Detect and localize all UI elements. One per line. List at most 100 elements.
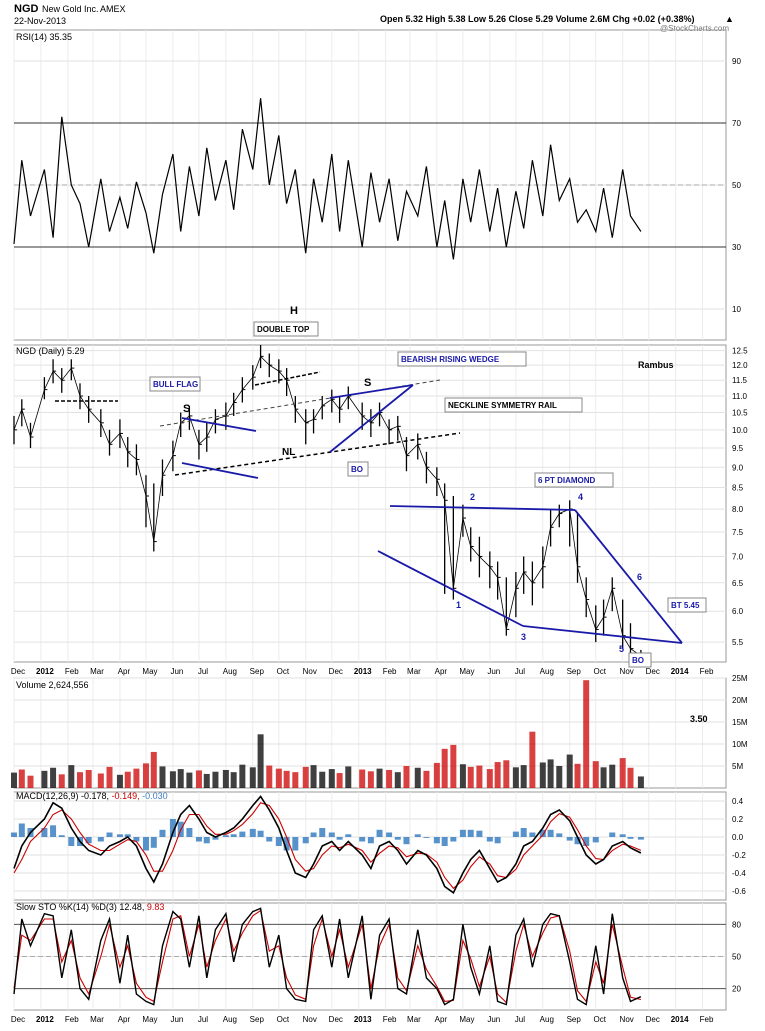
diamond-right	[574, 509, 683, 644]
macd-histogram-bar	[556, 833, 563, 837]
volume-bar	[609, 764, 616, 788]
y-tick-label: 10	[732, 305, 741, 314]
macd-histogram-bar	[547, 829, 554, 837]
double-top-line	[254, 371, 321, 386]
volume-bar	[159, 766, 166, 788]
volume-bar	[76, 772, 83, 788]
macd-histogram-bar	[441, 837, 448, 846]
right-shoulder-label: S	[364, 377, 371, 389]
volume-bar	[266, 765, 273, 788]
slow-sto-panel: 20 50 80	[13, 907, 741, 1006]
macd-histogram-bar	[494, 837, 501, 844]
volume-bar	[124, 771, 131, 788]
y-tick-label: 5.5	[732, 638, 744, 647]
x-tick-label: Sep	[567, 667, 582, 676]
y-tick-label: -0.2	[732, 851, 746, 860]
y-tick-label: 7.5	[732, 528, 744, 537]
y-tick-label: 0.4	[732, 797, 744, 806]
volume-bar	[27, 775, 34, 788]
y-tick-label: 0.0	[732, 833, 744, 842]
bo-label-2-box	[628, 652, 652, 668]
quote-up-arrow-icon: ▲	[725, 14, 734, 24]
volume-bar	[359, 769, 366, 788]
macd-title: MACD(12,26,9) -0.178, -0.149, -0.030	[16, 791, 168, 801]
y-tick-label: 10.0	[732, 426, 748, 435]
diamond-point-2: 2	[470, 492, 475, 502]
macd-histogram-bar	[414, 834, 421, 837]
y-tick-label: 12.0	[732, 361, 748, 370]
x-tick-label: Sep	[250, 1015, 265, 1024]
macd-histogram-bar	[195, 837, 202, 842]
x-axis-price: Dec 2012 Feb Mar Apr May Jun Jul Aug Sep Oct Nov Dec…	[11, 667, 714, 676]
bo-label-2: BO	[632, 656, 644, 665]
macd-histogram-bar	[574, 837, 581, 845]
x-tick-label: Jun	[170, 1015, 183, 1024]
volume-bar	[423, 770, 430, 788]
y-tick-label: 50	[732, 181, 741, 190]
volume-bar	[574, 763, 581, 788]
x-tick-label: Mar	[90, 667, 104, 676]
macd-histogram-bar	[539, 829, 546, 837]
macd-histogram-bar	[292, 837, 299, 851]
x-tick-label: Apr	[118, 1015, 131, 1024]
x-tick-label: Aug	[223, 667, 237, 676]
y-tick-label: 9.5	[732, 444, 744, 453]
volume-bar	[195, 770, 202, 788]
volume-bar	[97, 773, 104, 788]
macd-histogram-bar	[249, 828, 256, 837]
volume-bar	[133, 768, 140, 788]
x-tick-label: Mar	[407, 667, 421, 676]
diamond-point-1: 1	[456, 600, 461, 610]
volume-bar	[583, 680, 590, 788]
macd-title-main: MACD(12,26,9) -0.178,	[16, 791, 109, 801]
x-tick-label: Sep	[567, 1015, 582, 1024]
x-tick-label: 2012	[36, 1015, 54, 1024]
y-tick-label: 20M	[732, 696, 748, 705]
x-tick-label: Dec	[11, 667, 25, 676]
sto-title-main: Slow STO %K(14) %D(3) 12.48,	[16, 902, 144, 912]
macd-histogram-bar	[359, 837, 366, 842]
volume-bar	[556, 766, 563, 788]
macd-histogram-bar	[459, 829, 466, 837]
volume-bar	[386, 769, 393, 788]
macd-histogram-bar	[257, 830, 264, 837]
volume-bar	[142, 763, 149, 788]
volume-bar	[11, 772, 17, 788]
pattern-annotations: H DOUBLE TOP BULL FLAG S S NL BEARISH RISING W…	[55, 305, 707, 668]
x-tick-label: Mar	[90, 1015, 104, 1024]
x-tick-label: 2012	[36, 667, 54, 676]
watermark: @StockCharts.com	[660, 24, 729, 33]
volume-bar	[275, 768, 282, 788]
volume-bar	[257, 734, 264, 788]
macd-histogram-bar	[328, 832, 335, 837]
macd-histogram-bar	[566, 837, 573, 841]
diamond-point-6: 6	[637, 572, 642, 582]
bo-label-1-box	[347, 461, 369, 477]
neckline-symmetry-rail-label: NECKLINE SYMMETRY RAIL	[448, 401, 557, 410]
macd-histogram-bar	[345, 834, 352, 837]
volume-bar	[50, 767, 57, 788]
x-tick-label: Apr	[118, 667, 131, 676]
volume-bar	[18, 769, 25, 788]
macd-histogram-bar	[50, 825, 57, 837]
x-tick-label: Jul	[515, 667, 525, 676]
macd-histogram-bar	[212, 837, 219, 840]
macd-histogram-bar	[97, 837, 104, 842]
volume-bar	[310, 765, 317, 788]
head-label: H	[290, 305, 298, 317]
macd-histogram-bar	[637, 837, 644, 840]
macd-title-signal: -0.149,	[112, 791, 140, 801]
x-tick-label: May	[459, 667, 474, 676]
volume-bar	[520, 765, 527, 788]
volume-bar	[328, 769, 335, 788]
volume-bar	[433, 762, 440, 788]
volume-bar	[476, 765, 483, 788]
y-tick-label: 30	[732, 243, 741, 252]
volume-bar	[467, 766, 474, 788]
y-tick-label: 9.0	[732, 463, 744, 472]
macd-histogram-bar	[133, 837, 140, 842]
volume-bar	[592, 761, 599, 788]
y-tick-label: 50	[732, 953, 741, 962]
volume-side-label: 3.50	[690, 714, 708, 724]
x-tick-label: Oct	[594, 667, 607, 676]
